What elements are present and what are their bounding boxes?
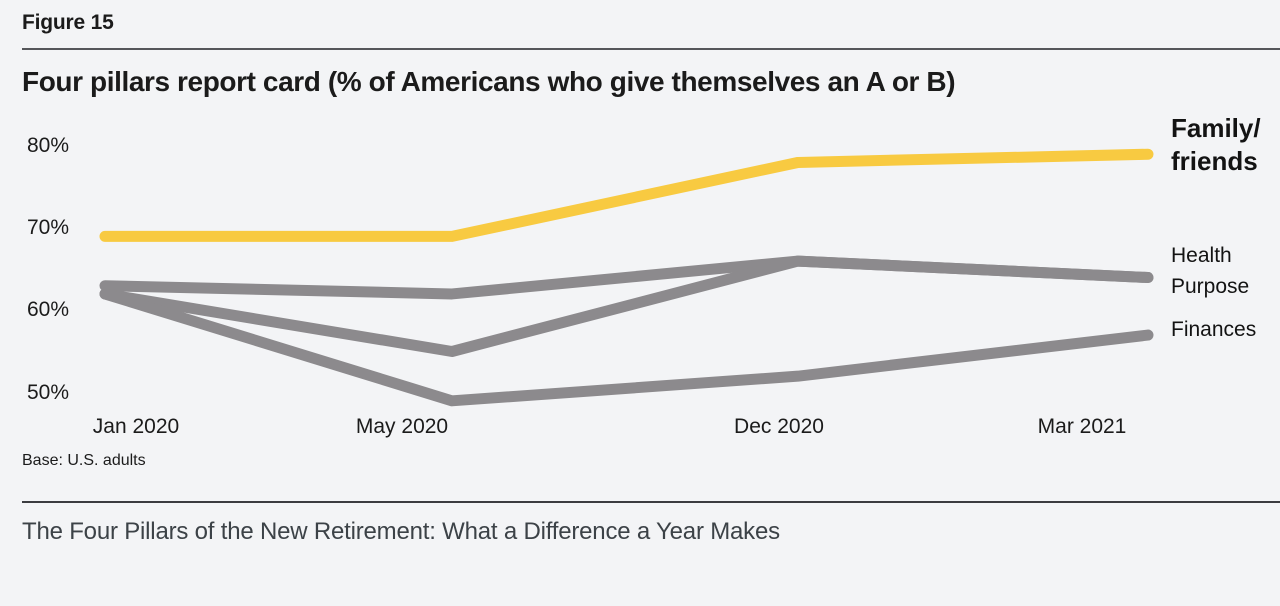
y-tick-label-60: 60%	[27, 298, 70, 322]
x-axis-label-may-2020: May 2020	[355, 415, 449, 438]
x-axis-label-dec-2020: Dec 2020	[734, 415, 824, 438]
legend-family-friends: Family/friends	[1171, 113, 1261, 176]
legend-health: Health	[1171, 244, 1232, 267]
chart-title: Four pillars report card (% of Americans…	[22, 66, 956, 97]
line-family-friends	[99, 148, 1154, 242]
legend-finances: Finances	[1171, 318, 1257, 341]
x-axis-label-mar-2021: Mar 2021	[1037, 415, 1127, 438]
legend-purpose: Purpose	[1171, 275, 1250, 298]
x-axis-label-jan-2020: Jan 2020	[92, 415, 180, 438]
footer-divider	[22, 501, 1280, 503]
y-tick-label-70: 70%	[27, 216, 70, 240]
line-finances	[99, 288, 1154, 407]
y-tick-label-80: 80%	[27, 134, 70, 157]
header-divider	[22, 48, 1280, 50]
figure-label: Figure 15	[22, 11, 114, 34]
y-tick-label-50: 50%	[27, 380, 70, 404]
base-note: Base: U.S. adults	[22, 452, 146, 469]
footer-source-title: The Four Pillars of the New Retirement: …	[22, 518, 780, 545]
line-purpose	[99, 255, 1154, 357]
